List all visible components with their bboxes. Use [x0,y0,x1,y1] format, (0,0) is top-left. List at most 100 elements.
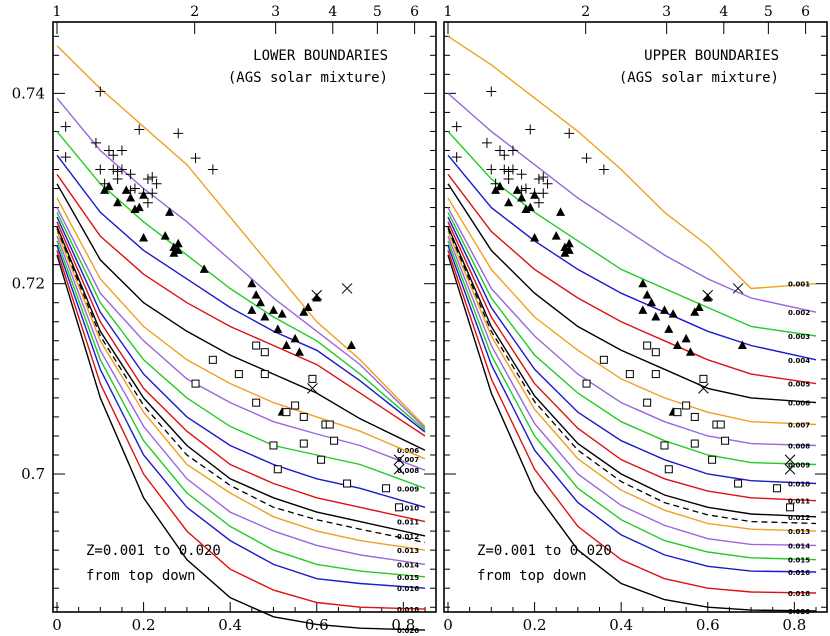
square-point [690,412,699,421]
triangle-point [173,245,183,254]
dashed-curve [447,228,817,525]
top-tick-label: 3 [662,4,671,20]
curve-z-0_002 [447,92,817,313]
triangle-point [165,207,175,216]
curve-label: 0.011 [788,498,810,506]
square-point [682,401,691,410]
cross-point [698,383,709,394]
curve-z-0_006 [447,183,817,404]
plus-point [147,188,158,199]
curve-label: 0.012 [397,533,419,541]
square-point [395,503,404,512]
triangle-point [638,305,648,314]
square-point [673,408,682,417]
curve-z-0_012 [56,226,426,537]
triangle-point [255,297,265,307]
plus-point [142,197,153,208]
triangle-point [672,340,682,350]
triangle-point [525,202,535,212]
curve-label: 0.009 [788,462,810,470]
top-tick-label: 1 [444,4,453,20]
plus-point [108,150,119,161]
plus-point [108,164,119,175]
triangle-point [273,324,283,333]
plus-point [134,124,145,135]
cross-point [393,454,405,466]
square-point [643,398,652,407]
z-range-note: Z=0.001 to 0.020 [477,543,612,559]
plus-point [151,178,162,189]
curve-label: 0.003 [788,333,810,341]
lower-boundaries-panel: 0 0.2 0.4 0.6 0.80.740.720.71 2 3 4 5 60.0060.007… [12,4,437,635]
triangle-point [495,181,505,191]
curve-label: 0.013 [397,547,419,555]
square-point [690,439,699,448]
square-point [282,408,291,417]
triangle-point [659,305,669,314]
plot-frame [443,21,828,613]
z-range-note: Z=0.001 to 0.020 [86,543,221,559]
triangle-point [703,292,713,302]
triangle-point [126,193,136,202]
curve-label: 0.009 [397,485,419,493]
triangle-point [113,197,123,207]
x-tick-label: 0.2 [132,616,156,634]
curve-label: 0.010 [397,504,419,512]
plus-point [147,172,158,183]
triangle-point [268,305,278,314]
curve-label: 0.007 [788,422,810,430]
cross-point [307,383,318,394]
curve-z-0_004 [56,154,426,433]
top-tick-label: 5 [373,4,382,20]
plus-point [60,152,71,163]
triangle-point [664,324,674,333]
curve-label: 0.006 [788,400,810,408]
triangle-point [160,231,170,240]
plus-point [103,145,114,156]
plus-point [507,145,518,156]
plus-point [516,169,527,180]
triangle-point [560,248,570,257]
plus-point [95,164,106,175]
curve-z-0_012 [447,226,817,518]
top-tick-label: 4 [719,4,728,20]
y-tick-label: 0.7 [21,465,45,483]
triangle-point [551,231,561,240]
plus-point [525,124,536,135]
curve-z-0_002 [56,97,426,429]
curve-z-0_003 [447,130,817,337]
curve-label: 0.015 [397,574,419,582]
panel-title: UPPER BOUNDARIES [644,48,779,64]
square-point [625,370,634,379]
square-point [382,484,391,493]
plus-point [581,153,592,164]
square-point [773,484,782,493]
curve-label: 0.005 [788,381,810,389]
triangle-point [556,207,566,216]
curve-label: 0.016 [397,585,419,593]
square-point [260,348,269,357]
x-tick-label: 0 [443,616,453,634]
y-tick-label: 0.72 [12,275,45,293]
plus-point [499,164,510,175]
plus-point [112,174,123,185]
curve-z-0_018 [56,250,426,610]
triangle-point [281,340,291,350]
curve-label: 0.008 [788,442,810,450]
triangle-point [199,264,209,273]
triangle-point [290,333,300,343]
triangle-point [260,312,270,321]
triangle-point [737,340,747,350]
triangle-point [247,305,257,314]
cross-point [784,454,796,466]
plus-point [542,178,553,189]
cross-point [341,283,353,294]
curve-z-0_008 [447,207,817,447]
triangle-point [169,248,179,257]
curve-z-0_009 [447,211,817,466]
triangle-point [690,307,700,316]
square-point [208,355,217,364]
top-tick-label: 4 [328,4,337,20]
curve-z-0_005 [447,173,817,385]
square-point [234,370,243,379]
